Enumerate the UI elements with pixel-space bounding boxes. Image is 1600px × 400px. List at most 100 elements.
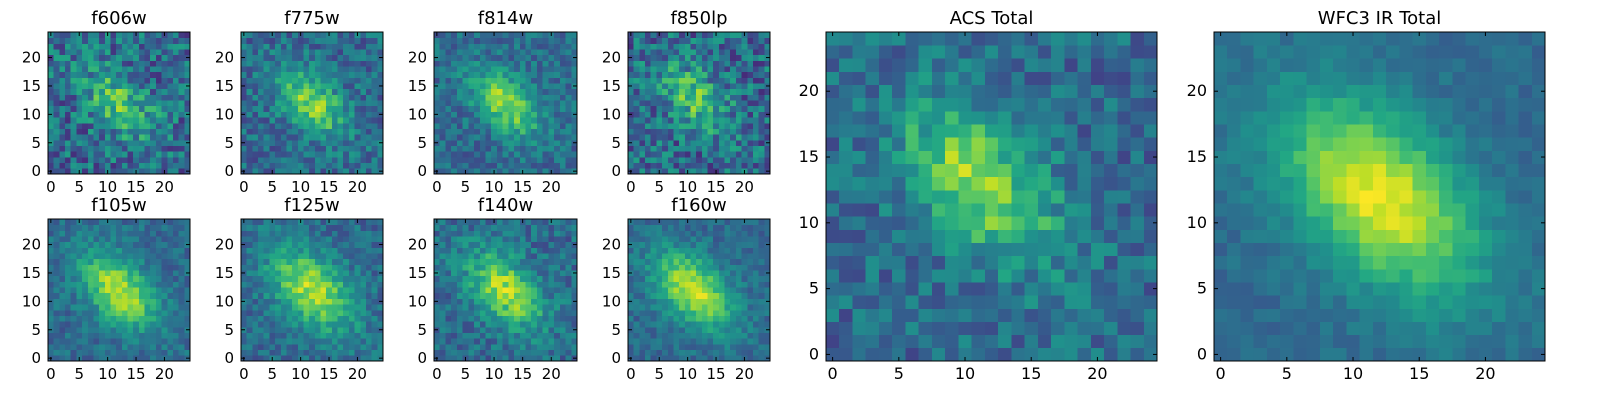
heatmap-cell <box>554 253 561 260</box>
heatmap-cell <box>701 309 708 316</box>
heatmap-cell <box>735 122 742 129</box>
heatmap-cell <box>292 292 299 299</box>
heatmap-cell <box>320 253 327 260</box>
heatmap-cell <box>479 338 486 345</box>
heatmap-cell <box>354 264 361 271</box>
heatmap-cell <box>65 54 72 61</box>
heatmap-cell <box>360 54 367 61</box>
heatmap-cell <box>70 77 77 84</box>
heatmap-cell <box>127 100 134 107</box>
heatmap-cell <box>474 100 481 107</box>
heatmap-cell <box>673 315 680 322</box>
heatmap-cell <box>456 60 463 67</box>
heatmap-cell <box>161 71 168 78</box>
heatmap-cell <box>434 105 441 112</box>
heatmap-cell <box>542 49 549 56</box>
heatmap-cell <box>462 247 469 254</box>
heatmap-cell <box>690 338 697 345</box>
heatmap-cell <box>679 100 686 107</box>
heatmap-cell <box>133 162 140 169</box>
heatmap-cell <box>679 162 686 169</box>
heatmap-cell <box>53 241 60 248</box>
heatmap-cell <box>468 258 475 265</box>
heatmap-cell <box>434 100 441 107</box>
heatmap-cell <box>133 151 140 158</box>
heatmap-cell <box>713 105 720 112</box>
heatmap-cell <box>275 139 282 146</box>
heatmap-cell <box>673 94 680 101</box>
heatmap-cell <box>354 281 361 288</box>
heatmap-cell <box>696 343 703 351</box>
heatmap-cell <box>246 258 253 265</box>
heatmap-cell <box>275 236 282 243</box>
heatmap-cell <box>263 264 270 271</box>
heatmap-cell <box>263 224 270 231</box>
heatmap-cell <box>445 247 452 254</box>
heatmap-cell <box>656 151 663 158</box>
heatmap-cell <box>87 151 94 158</box>
heatmap-cell <box>178 122 185 129</box>
heatmap-cell <box>48 304 55 311</box>
heatmap-cell <box>525 219 532 226</box>
heatmap-cell <box>747 275 754 282</box>
heatmap-cell <box>690 326 697 333</box>
heatmap-cell <box>690 275 697 282</box>
heatmap-cell <box>451 230 458 237</box>
heatmap-cell <box>275 230 282 237</box>
heatmap-cell <box>70 241 77 248</box>
heatmap-cell <box>667 88 674 95</box>
heatmap-cell <box>76 105 83 112</box>
heatmap-cell <box>65 287 72 294</box>
heatmap-cell <box>314 156 321 164</box>
heatmap-cell <box>758 349 765 356</box>
heatmap-cell <box>548 83 555 90</box>
heatmap-cell <box>121 343 128 351</box>
heatmap-cell <box>65 309 72 316</box>
heatmap-cell <box>713 343 720 351</box>
heatmap-cell <box>104 162 111 169</box>
heatmap-cell <box>439 241 446 248</box>
heatmap-cell <box>377 60 384 67</box>
heatmap-cell <box>514 94 521 101</box>
heatmap-cell <box>468 219 475 226</box>
heatmap-cell <box>110 343 117 351</box>
heatmap-cell <box>764 304 771 311</box>
heatmap-cell <box>439 298 446 305</box>
heatmap-cell <box>565 111 572 118</box>
heatmap-cell <box>445 32 452 39</box>
heatmap-cell <box>679 111 686 118</box>
heatmap-cell <box>184 134 191 141</box>
heatmap-cell <box>99 304 106 311</box>
heatmap-cell <box>269 258 276 265</box>
heatmap-cell <box>371 83 378 90</box>
heatmap-cell <box>371 151 378 158</box>
heatmap-cell <box>462 349 469 356</box>
heatmap-cell <box>451 37 458 44</box>
heatmap-cell <box>554 275 561 282</box>
heatmap-cell <box>571 349 578 356</box>
heatmap-cell <box>70 326 77 333</box>
heatmap-cell <box>713 83 720 90</box>
heatmap-cell <box>371 321 378 328</box>
heatmap-cell <box>508 298 515 305</box>
heatmap-cell <box>365 298 373 305</box>
heatmap-cell <box>59 230 66 237</box>
heatmap-cell <box>525 100 532 107</box>
heatmap-cell <box>519 241 526 248</box>
heatmap-cell <box>536 219 544 226</box>
heatmap-cell <box>252 145 259 152</box>
heatmap-cell <box>155 315 162 322</box>
heatmap-cell <box>178 275 185 282</box>
heatmap-cell <box>297 49 304 56</box>
heatmap-cell <box>496 83 504 90</box>
heatmap-cell <box>275 60 282 67</box>
heatmap-cell <box>99 71 106 78</box>
heatmap-cell <box>554 122 561 129</box>
heatmap-cell <box>701 100 708 107</box>
heatmap-cell <box>650 111 657 118</box>
heatmap-cell <box>331 60 338 67</box>
heatmap-cell <box>656 83 663 90</box>
heatmap-cell <box>519 88 526 95</box>
heatmap-cell <box>679 156 686 164</box>
heatmap-cell <box>559 83 566 90</box>
